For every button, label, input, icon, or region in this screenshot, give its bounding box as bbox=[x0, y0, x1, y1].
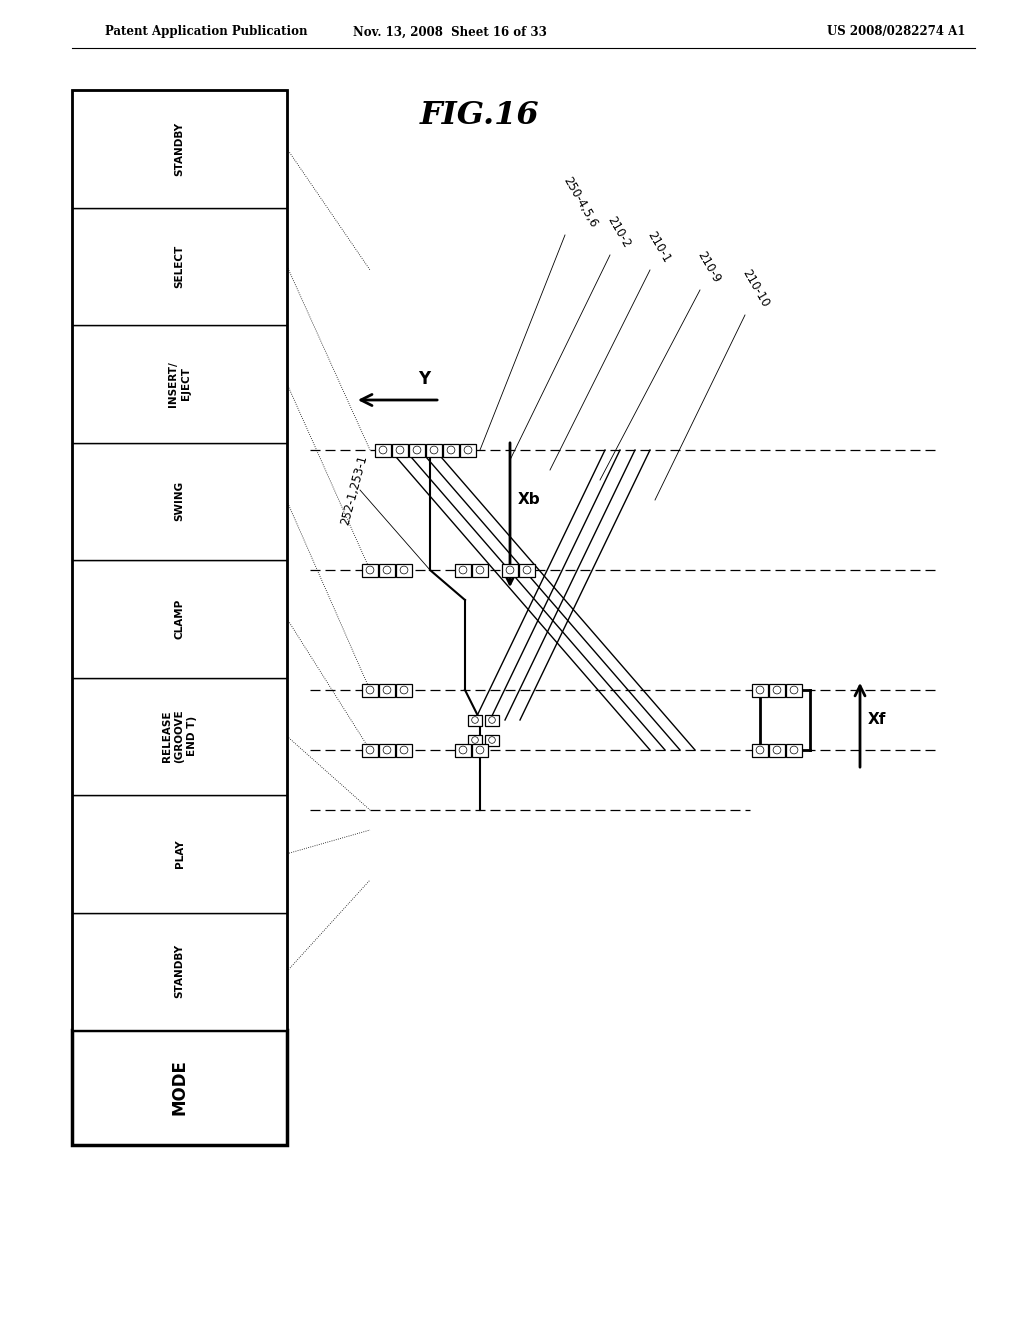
Text: 210-10: 210-10 bbox=[740, 268, 772, 310]
Bar bbox=[362, 684, 378, 697]
Bar bbox=[392, 444, 408, 457]
Bar bbox=[752, 743, 768, 756]
Text: MODE: MODE bbox=[171, 1060, 188, 1115]
Bar bbox=[769, 743, 785, 756]
Circle shape bbox=[756, 686, 764, 694]
Text: CLAMP: CLAMP bbox=[174, 599, 184, 639]
Bar bbox=[72, 90, 287, 207]
Circle shape bbox=[773, 686, 781, 694]
Circle shape bbox=[791, 746, 798, 754]
Circle shape bbox=[430, 446, 438, 454]
Bar bbox=[468, 714, 482, 726]
Bar bbox=[379, 684, 395, 697]
Text: SWING: SWING bbox=[174, 482, 184, 521]
Circle shape bbox=[400, 746, 408, 754]
Text: RELEASE
(GROOVE
END T): RELEASE (GROOVE END T) bbox=[162, 709, 197, 763]
Bar bbox=[72, 442, 287, 560]
Text: PLAY: PLAY bbox=[174, 840, 184, 869]
Circle shape bbox=[459, 746, 467, 754]
Text: Y: Y bbox=[418, 370, 430, 388]
Circle shape bbox=[367, 686, 374, 694]
Bar bbox=[72, 1030, 287, 1144]
Bar bbox=[409, 444, 425, 457]
Bar bbox=[460, 444, 476, 457]
Circle shape bbox=[383, 686, 391, 694]
Circle shape bbox=[523, 566, 530, 574]
Text: Xb: Xb bbox=[518, 492, 541, 507]
Bar bbox=[786, 684, 802, 697]
Text: 210-9: 210-9 bbox=[695, 249, 723, 285]
Circle shape bbox=[791, 686, 798, 694]
Text: 250-4,5,6: 250-4,5,6 bbox=[560, 174, 599, 230]
Circle shape bbox=[472, 737, 478, 743]
Text: 210-1: 210-1 bbox=[645, 228, 674, 265]
Bar bbox=[72, 90, 287, 1144]
Circle shape bbox=[396, 446, 403, 454]
Circle shape bbox=[413, 446, 421, 454]
Text: Nov. 13, 2008  Sheet 16 of 33: Nov. 13, 2008 Sheet 16 of 33 bbox=[353, 25, 547, 38]
Bar bbox=[455, 743, 471, 756]
Bar bbox=[485, 714, 499, 726]
Circle shape bbox=[447, 446, 455, 454]
Text: FIG.16: FIG.16 bbox=[420, 99, 540, 131]
Text: INSERT/
EJECT: INSERT/ EJECT bbox=[168, 360, 190, 407]
Bar bbox=[769, 684, 785, 697]
Circle shape bbox=[383, 746, 391, 754]
Circle shape bbox=[773, 746, 781, 754]
Circle shape bbox=[400, 686, 408, 694]
Circle shape bbox=[379, 446, 387, 454]
Bar bbox=[72, 560, 287, 677]
Circle shape bbox=[476, 746, 484, 754]
Bar bbox=[752, 684, 768, 697]
Text: STANDBY: STANDBY bbox=[174, 944, 184, 998]
Bar bbox=[396, 684, 412, 697]
Bar bbox=[485, 734, 499, 746]
Bar bbox=[502, 564, 518, 577]
Text: US 2008/0282274 A1: US 2008/0282274 A1 bbox=[826, 25, 965, 38]
Text: Patent Application Publication: Patent Application Publication bbox=[105, 25, 307, 38]
Text: STANDBY: STANDBY bbox=[174, 121, 184, 176]
Bar bbox=[455, 564, 471, 577]
Text: 252-1,253-1: 252-1,253-1 bbox=[338, 454, 370, 527]
Bar bbox=[472, 743, 488, 756]
Circle shape bbox=[472, 717, 478, 723]
Bar bbox=[72, 677, 287, 795]
Bar bbox=[379, 564, 395, 577]
Bar bbox=[443, 444, 459, 457]
Circle shape bbox=[756, 746, 764, 754]
Bar bbox=[468, 734, 482, 746]
Bar bbox=[396, 564, 412, 577]
Bar bbox=[362, 743, 378, 756]
Bar bbox=[72, 325, 287, 442]
Bar bbox=[379, 743, 395, 756]
Text: SELECT: SELECT bbox=[174, 244, 184, 288]
Circle shape bbox=[488, 737, 496, 743]
Text: Xf: Xf bbox=[868, 713, 887, 727]
Bar bbox=[786, 743, 802, 756]
Bar bbox=[72, 207, 287, 325]
Bar bbox=[362, 564, 378, 577]
Bar bbox=[519, 564, 535, 577]
Circle shape bbox=[464, 446, 472, 454]
Circle shape bbox=[506, 566, 514, 574]
Bar bbox=[375, 444, 391, 457]
Bar bbox=[72, 912, 287, 1030]
Bar bbox=[396, 743, 412, 756]
Circle shape bbox=[367, 746, 374, 754]
Circle shape bbox=[383, 566, 391, 574]
Circle shape bbox=[459, 566, 467, 574]
Bar bbox=[426, 444, 442, 457]
Bar bbox=[72, 795, 287, 912]
Circle shape bbox=[488, 717, 496, 723]
Text: 210-2: 210-2 bbox=[605, 214, 634, 249]
Bar bbox=[472, 564, 488, 577]
Circle shape bbox=[367, 566, 374, 574]
Circle shape bbox=[400, 566, 408, 574]
Circle shape bbox=[476, 566, 484, 574]
